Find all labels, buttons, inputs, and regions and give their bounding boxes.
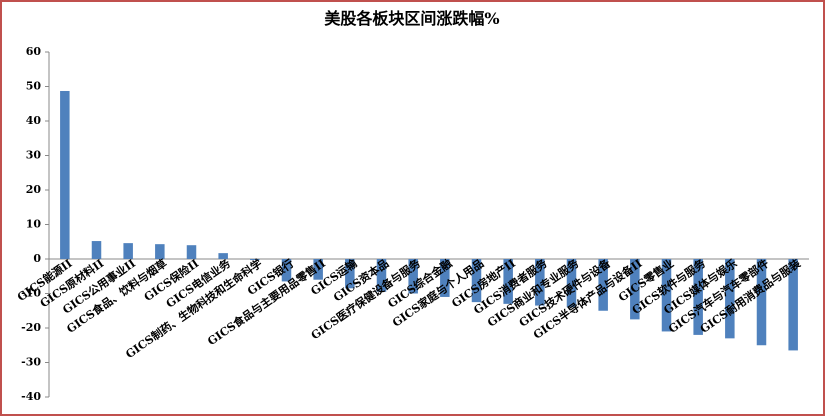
bar — [693, 259, 703, 335]
y-tick-label: 10 — [26, 218, 42, 231]
bar — [503, 259, 513, 304]
bar — [661, 259, 672, 332]
bar — [313, 259, 323, 280]
y-tick-label: 50 — [26, 80, 42, 93]
y-tick-label: -30 — [21, 356, 41, 369]
bar — [535, 259, 545, 306]
bar — [123, 243, 133, 259]
y-tick-label: -10 — [21, 287, 41, 300]
bar — [630, 259, 640, 320]
bar — [471, 259, 482, 303]
bar — [250, 259, 260, 261]
bar — [788, 259, 798, 351]
y-tick-label: 30 — [26, 149, 42, 162]
y-tick-label: 20 — [26, 183, 42, 196]
bar — [598, 259, 608, 311]
bar — [440, 259, 450, 297]
y-tick-label: 60 — [26, 45, 42, 58]
bar — [281, 259, 292, 282]
bar — [725, 259, 735, 339]
bar — [60, 90, 70, 259]
chart-title: 美股各板块区间涨跌幅% — [324, 9, 499, 28]
bar — [566, 259, 577, 308]
bar — [756, 259, 767, 346]
y-tick-label: 0 — [33, 252, 41, 265]
bar — [218, 253, 228, 259]
bar — [376, 259, 387, 292]
y-tick-label: -40 — [21, 390, 41, 403]
y-tick-label: -20 — [21, 321, 41, 334]
y-tick-label: 40 — [26, 114, 42, 127]
bar — [91, 241, 102, 259]
bar — [345, 259, 355, 289]
bar — [186, 245, 197, 259]
bar — [408, 259, 418, 294]
bar — [155, 244, 165, 259]
